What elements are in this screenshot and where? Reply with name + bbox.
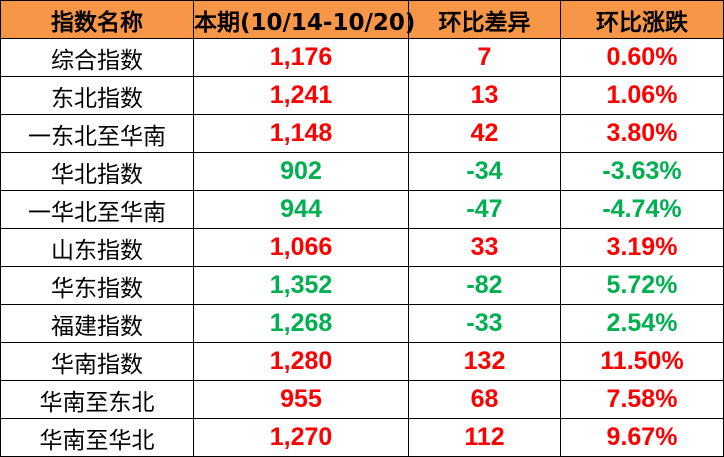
- diff-cell: 7: [408, 38, 561, 77]
- pct-cell: 5.72%: [560, 266, 724, 305]
- table-row: 华南指数 1,280 132 11.50%: [0, 342, 724, 381]
- value-cell: 1,270: [193, 418, 409, 457]
- header-name: 指数名称: [0, 0, 194, 39]
- table-row: 华北指数 902 -34 -3.63%: [0, 152, 724, 191]
- name-cell: 华南至华北: [0, 418, 194, 457]
- table-row: 东北指数 1,241 13 1.06%: [0, 76, 724, 115]
- header-row: 指数名称 本期(10/14-10/20) 环比差异 环比涨跌: [0, 0, 724, 39]
- header-current: 本期(10/14-10/20): [193, 0, 415, 39]
- value-cell: 1,280: [193, 342, 409, 381]
- pct-cell: -3.63%: [560, 152, 724, 191]
- name-cell: 山东指数: [0, 228, 194, 267]
- diff-cell: 132: [408, 342, 561, 381]
- value-cell: 1,268: [193, 304, 409, 343]
- name-cell: 一华北至华南: [0, 190, 194, 229]
- name-cell: 东北指数: [0, 76, 194, 115]
- name-cell: 华北指数: [0, 152, 194, 191]
- name-cell: 综合指数: [0, 38, 194, 77]
- pct-cell: 0.60%: [560, 38, 724, 77]
- header-diff: 环比差异: [408, 0, 561, 39]
- table-row: 综合指数 1,176 7 0.60%: [0, 38, 724, 77]
- value-cell: 1,066: [193, 228, 409, 267]
- pct-cell: 7.58%: [560, 380, 724, 419]
- value-cell: 902: [193, 152, 409, 191]
- table-row: 山东指数 1,066 33 3.19%: [0, 228, 724, 267]
- table-row: 华南至华北 1,270 112 9.67%: [0, 418, 724, 457]
- table-row: 华东指数 1,352 -82 5.72%: [0, 266, 724, 305]
- header-pct: 环比涨跌: [560, 0, 724, 39]
- name-cell: 华南至东北: [0, 380, 194, 419]
- diff-cell: -47: [408, 190, 561, 229]
- value-cell: 944: [193, 190, 409, 229]
- diff-cell: 112: [408, 418, 561, 457]
- table-row: 一东北至华南 1,148 42 3.80%: [0, 114, 724, 153]
- table-row: 福建指数 1,268 -33 2.54%: [0, 304, 724, 343]
- name-cell: 华南指数: [0, 342, 194, 381]
- name-cell: 华东指数: [0, 266, 194, 305]
- diff-cell: 68: [408, 380, 561, 419]
- value-cell: 1,148: [193, 114, 409, 153]
- name-cell: 福建指数: [0, 304, 194, 343]
- pct-cell: 3.80%: [560, 114, 724, 153]
- name-cell: 一东北至华南: [0, 114, 194, 153]
- value-cell: 1,176: [193, 38, 409, 77]
- diff-cell: 33: [408, 228, 561, 267]
- pct-cell: -4.74%: [560, 190, 724, 229]
- pct-cell: 3.19%: [560, 228, 724, 267]
- diff-cell: 42: [408, 114, 561, 153]
- diff-cell: -82: [408, 266, 561, 305]
- diff-cell: -33: [408, 304, 561, 343]
- value-cell: 955: [193, 380, 409, 419]
- value-cell: 1,352: [193, 266, 409, 305]
- pct-cell: 9.67%: [560, 418, 724, 457]
- pct-cell: 1.06%: [560, 76, 724, 115]
- diff-cell: -34: [408, 152, 561, 191]
- table-row: 华南至东北 955 68 7.58%: [0, 380, 724, 419]
- diff-cell: 13: [408, 76, 561, 115]
- value-cell: 1,241: [193, 76, 409, 115]
- table-row: 一华北至华南 944 -47 -4.74%: [0, 190, 724, 229]
- pct-cell: 11.50%: [560, 342, 724, 381]
- pct-cell: 2.54%: [560, 304, 724, 343]
